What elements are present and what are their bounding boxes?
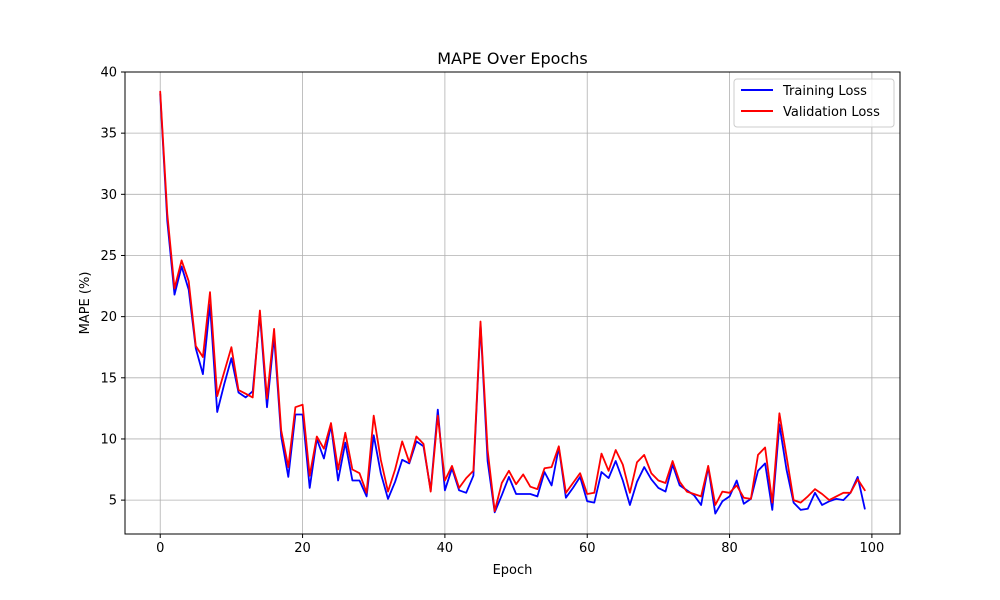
legend-label-training: Training Loss [782,84,867,99]
y-tick-label: 5 [109,494,117,509]
ticks: 0 20 40 60 80 100 5 10 15 20 25 30 35 40 [100,66,884,557]
legend-box [733,78,895,128]
plot-frame [124,71,901,535]
y-tick-label: 10 [100,432,117,447]
y-axis-label: MAPE (%) [78,272,93,335]
x-tick-label: 100 [859,541,884,556]
x-tick-label: 80 [721,541,738,556]
y-tick-label: 35 [100,127,117,142]
y-tick-label: 25 [100,249,117,264]
y-tick-label: 20 [100,310,117,325]
y-tick-label: 40 [100,66,117,81]
legend-label-validation: Validation Loss [783,105,880,120]
x-tick-label: 60 [579,541,596,556]
series-lines [159,90,866,515]
x-tick-label: 40 [437,541,454,556]
y-tick-label: 15 [100,371,117,386]
legend: Training Loss Validation Loss [733,78,895,128]
x-tick-label: 20 [294,541,311,556]
chart-title: MAPE Over Epochs [437,49,588,68]
x-tick-label: 0 [156,541,164,556]
x-axis-label: Epoch [493,563,533,578]
series-line-validation [159,90,866,513]
y-tick-label: 30 [100,188,117,203]
